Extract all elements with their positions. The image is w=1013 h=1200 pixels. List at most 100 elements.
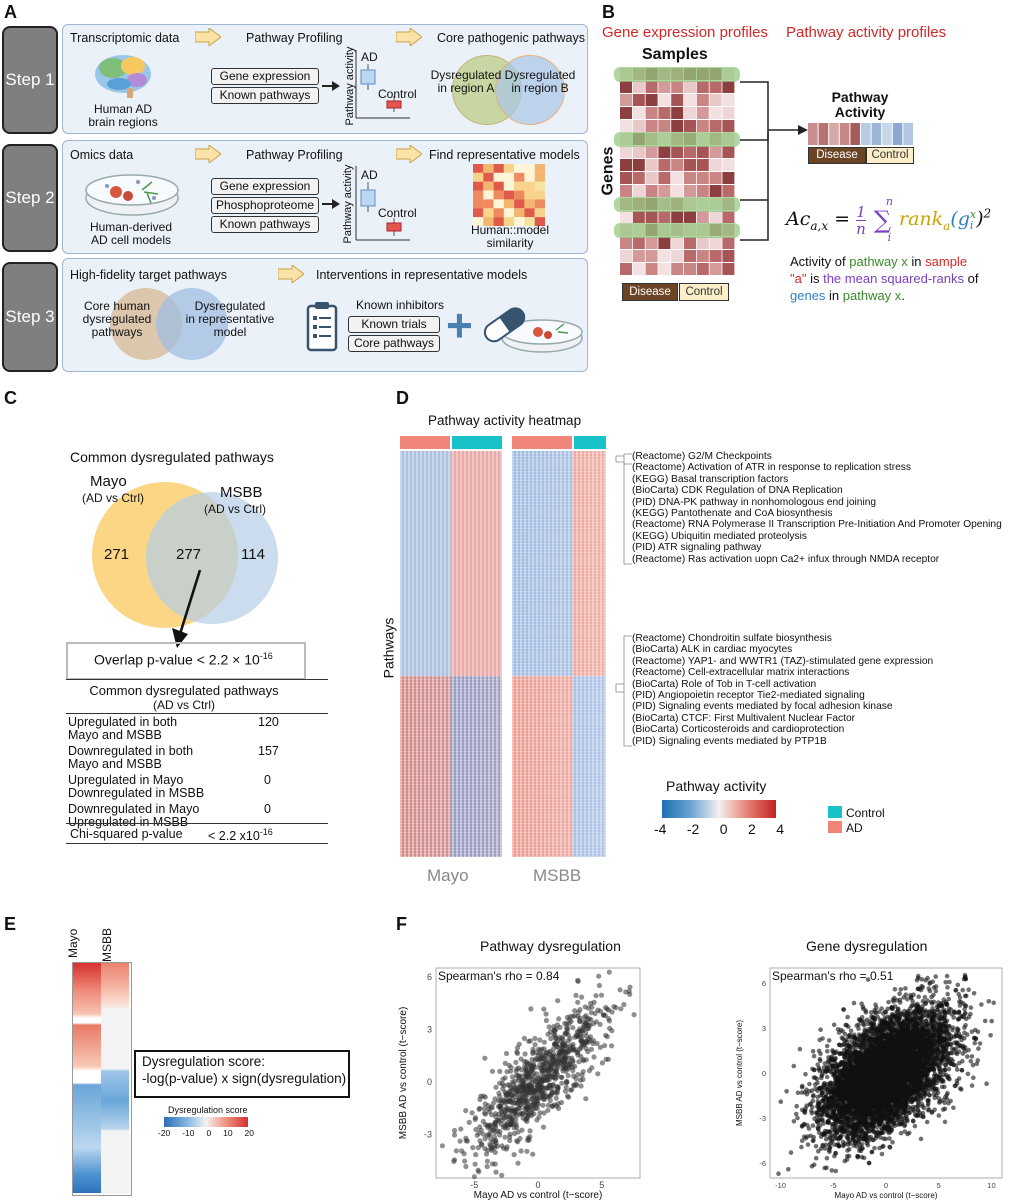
scatter-point <box>572 1034 578 1040</box>
scatter-point <box>490 1139 496 1145</box>
step2-col1: Omics data <box>70 148 134 162</box>
scatter-point <box>786 1167 791 1172</box>
scatter-point <box>944 1096 950 1102</box>
scatter-point <box>897 991 902 997</box>
similarity-cell <box>473 172 484 182</box>
control-tag: Control <box>679 283 729 301</box>
step3-col1: High-fidelity target pathways <box>70 268 228 282</box>
scatter-point <box>518 1148 524 1154</box>
scatter-point <box>805 1123 810 1128</box>
desc-2a: "a" <box>790 271 807 286</box>
score-legend-bar <box>164 1117 248 1127</box>
scatter-point <box>541 1056 547 1062</box>
pathway-label: (KEGG) Basal transcription factors <box>632 473 789 485</box>
expression-cell <box>709 263 722 275</box>
expression-cell <box>671 185 684 197</box>
similarity-cell <box>483 164 494 173</box>
scatter-point <box>513 1117 519 1123</box>
panel-label-e: E <box>4 914 17 934</box>
scatter-point <box>563 1084 569 1090</box>
points-group <box>439 969 637 1180</box>
similarity-cell <box>534 164 545 173</box>
venn-count-right: 114 <box>241 546 265 563</box>
scatter-point <box>532 1101 538 1107</box>
scatter-point <box>968 1005 974 1010</box>
scatter-point <box>439 1143 445 1149</box>
scatter-point <box>473 1126 479 1133</box>
expression-cell <box>722 237 735 249</box>
expression-cell <box>671 107 684 119</box>
expression-cell <box>696 107 709 119</box>
desc-3c: pathway x <box>842 288 902 303</box>
expression-cell <box>671 172 684 184</box>
known-pathways-box: Known pathways <box>211 87 319 104</box>
similarity-cell <box>524 217 535 226</box>
activity-formula: Aca,x = 1 n n ∑ i ranka(g x i)2 <box>786 196 991 244</box>
similarity-cell <box>483 190 494 200</box>
formula-close: ) <box>976 208 984 230</box>
scatter-point <box>942 1084 947 1090</box>
scatter-point <box>513 1059 519 1065</box>
scatter-point <box>986 999 992 1004</box>
row-value: 0 <box>264 802 271 816</box>
scatter-point <box>483 1151 490 1157</box>
scatter-point <box>618 1006 624 1012</box>
scatter-point <box>477 1105 483 1111</box>
venn-count-left: 271 <box>104 546 130 563</box>
scatter-point <box>965 1071 971 1077</box>
scatter-point <box>524 1113 531 1119</box>
scatter-point <box>574 1082 580 1088</box>
scatter-point <box>841 1142 846 1148</box>
expression-cell <box>709 185 722 197</box>
expression-cell <box>658 250 671 262</box>
expression-cell <box>696 81 709 93</box>
row-value: 120 <box>258 715 279 729</box>
scatter-point <box>591 1054 597 1060</box>
similarity-cell <box>524 208 535 218</box>
expression-cell <box>722 172 735 184</box>
scatter-point <box>778 1099 784 1104</box>
expression-cell <box>620 120 632 132</box>
y-tick-label: 0 <box>427 1077 432 1087</box>
scatter-point <box>916 1100 921 1105</box>
scatter-point <box>512 1130 518 1137</box>
msbb-heatmap-lower <box>512 676 606 857</box>
similarity-cell <box>503 190 515 200</box>
pathway-label: (Reactome) Cell-extracellular matrix int… <box>632 667 850 679</box>
scatter-point <box>617 987 623 993</box>
scatter-point <box>564 1079 570 1085</box>
scatter-point <box>576 1059 582 1065</box>
arrow-right-icon <box>396 28 422 46</box>
scatter-point <box>533 1055 539 1062</box>
pathway-activity-cell <box>829 123 839 145</box>
formula-sum: ∑ <box>873 206 891 234</box>
scatter-point <box>541 1006 547 1012</box>
scatter-point <box>883 1136 888 1142</box>
scatter-point <box>940 1098 945 1103</box>
scatter-point <box>813 1144 819 1149</box>
expression-cell <box>632 172 645 184</box>
pathway-activity-cell <box>850 123 860 145</box>
expression-cell <box>722 107 735 119</box>
scatter-point <box>507 1134 513 1140</box>
expression-cell <box>645 159 658 171</box>
expression-cell <box>722 159 735 171</box>
scatter1-title: Pathway dysregulation <box>480 938 621 954</box>
expression-cell <box>684 211 696 223</box>
expression-cell <box>684 185 696 197</box>
scatter-point <box>821 1121 826 1126</box>
desc-3a: genes <box>790 288 826 303</box>
expression-cell <box>722 250 735 262</box>
similarity-cell <box>483 199 494 209</box>
scatter-point <box>513 1084 519 1090</box>
scatter-point <box>851 1000 857 1006</box>
x-tick-label: 5 <box>599 1180 604 1190</box>
table-row: Upregulated in Mayo Downregulated in MSB… <box>68 774 326 803</box>
scatter-point <box>562 1088 569 1094</box>
scatter-point <box>480 1093 486 1099</box>
formula-rank: rank <box>898 208 944 230</box>
scatter-point <box>799 1085 805 1090</box>
scatter-point <box>550 1058 556 1064</box>
table-head-line <box>66 713 328 714</box>
score-title: Dysregulation score: <box>142 1054 266 1069</box>
